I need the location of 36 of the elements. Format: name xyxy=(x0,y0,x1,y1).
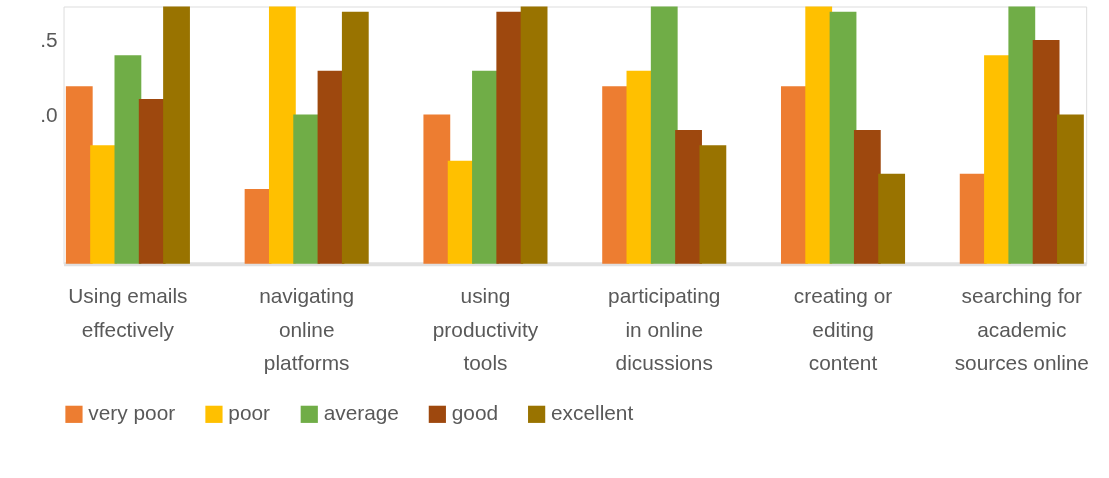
bar xyxy=(1008,6,1036,264)
bar xyxy=(293,114,321,264)
x-tick-label: participating in online dicussions xyxy=(608,283,721,375)
bar xyxy=(853,129,881,264)
bar xyxy=(1032,39,1060,264)
x-tick-label: navigating online platforms xyxy=(259,283,355,375)
x-tick-label: Using emails effectively xyxy=(68,283,188,341)
x-tick-label: creating or editing content xyxy=(793,283,893,375)
bar xyxy=(650,6,678,264)
text: .0 xyxy=(40,102,58,126)
bar xyxy=(626,70,654,264)
bar xyxy=(675,129,702,264)
bar xyxy=(317,70,345,264)
bar xyxy=(163,6,190,264)
bar xyxy=(699,145,727,264)
legend-label: very poor xyxy=(88,401,176,425)
text: .5 xyxy=(40,28,58,52)
bar xyxy=(805,6,833,264)
bar xyxy=(829,11,857,264)
legend-label: average xyxy=(323,401,399,425)
bar xyxy=(1057,114,1084,264)
legend-label: excellent xyxy=(551,401,634,425)
bar xyxy=(496,11,524,264)
bar xyxy=(878,173,906,264)
legend-label: poor xyxy=(228,401,271,425)
x-tick-label: searching for academic sources online xyxy=(954,283,1089,375)
bar xyxy=(268,6,296,264)
bar xyxy=(423,114,451,264)
legend-label: good xyxy=(451,401,499,425)
bar xyxy=(341,11,369,264)
bar xyxy=(244,189,272,264)
x-tick-label: using productivity tools xyxy=(432,283,539,375)
bar xyxy=(602,86,630,264)
bar xyxy=(520,6,548,264)
bar xyxy=(65,86,93,264)
bar xyxy=(114,55,142,264)
